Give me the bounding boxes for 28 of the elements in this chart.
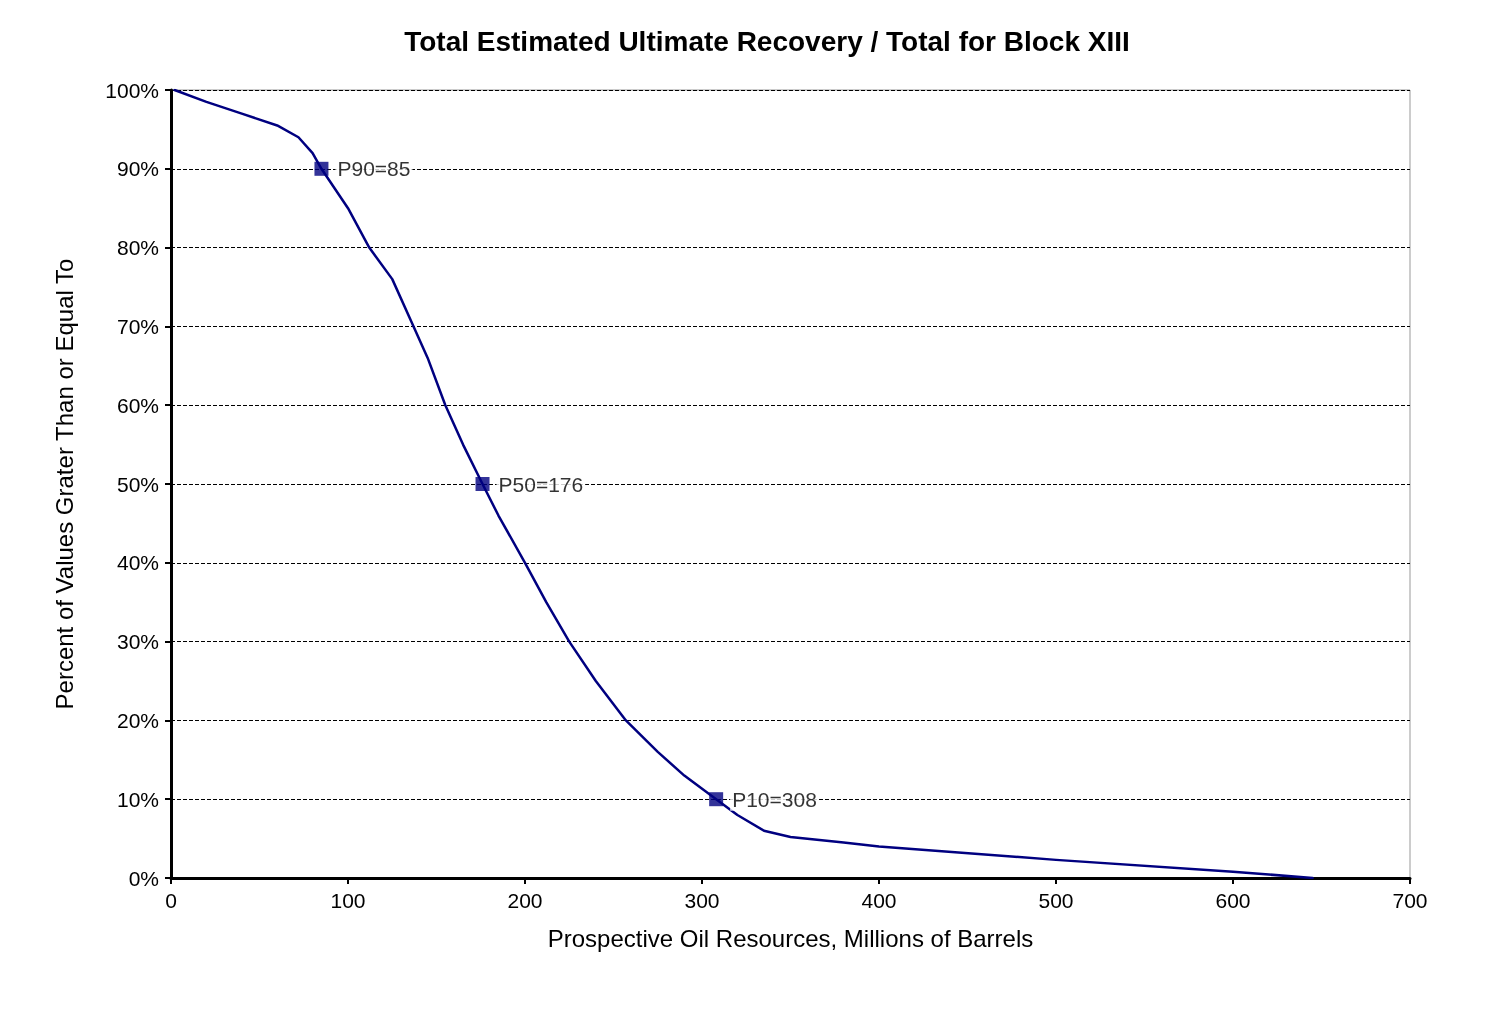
x-tick-label: 400 xyxy=(861,889,897,912)
x-tick-label: 300 xyxy=(684,889,720,912)
x-tick-label: 0 xyxy=(165,889,177,912)
x-tick-label: 500 xyxy=(1038,889,1074,912)
x-tick-label: 600 xyxy=(1215,889,1251,912)
x-tick-label: 200 xyxy=(507,889,543,912)
annotation: P50=176 xyxy=(498,472,584,496)
y-tick-label: 0% xyxy=(128,866,159,890)
x-tick-label: 700 xyxy=(1392,889,1428,912)
y-tick-label: 10% xyxy=(116,787,159,811)
chart-title: Total Estimated Ultimate Recovery / Total for Block XIII xyxy=(404,25,1130,57)
y-tick-label: 50% xyxy=(116,472,159,496)
point xyxy=(709,792,724,807)
point xyxy=(314,161,329,176)
y-tick-label: 40% xyxy=(116,551,159,575)
y-tick-label: 90% xyxy=(116,157,159,181)
annotation: P10=308 xyxy=(732,787,817,811)
y-axis-title: Percent of Values Grater Than or Equal To xyxy=(50,258,78,710)
y-tick-label: 60% xyxy=(116,393,159,417)
y-tick-label: 30% xyxy=(116,630,159,654)
x-axis-title: Prospective Oil Resources, Millions of Barrels xyxy=(547,924,1034,952)
x-tick-label: 100 xyxy=(330,889,366,912)
y-tick-label: 100% xyxy=(105,78,159,102)
annotation: P90=85 xyxy=(337,157,411,181)
y-tick-label: 70% xyxy=(116,314,159,338)
point xyxy=(475,477,490,491)
y-tick-label: 80% xyxy=(116,236,159,260)
y-tick-label: 20% xyxy=(116,708,159,732)
